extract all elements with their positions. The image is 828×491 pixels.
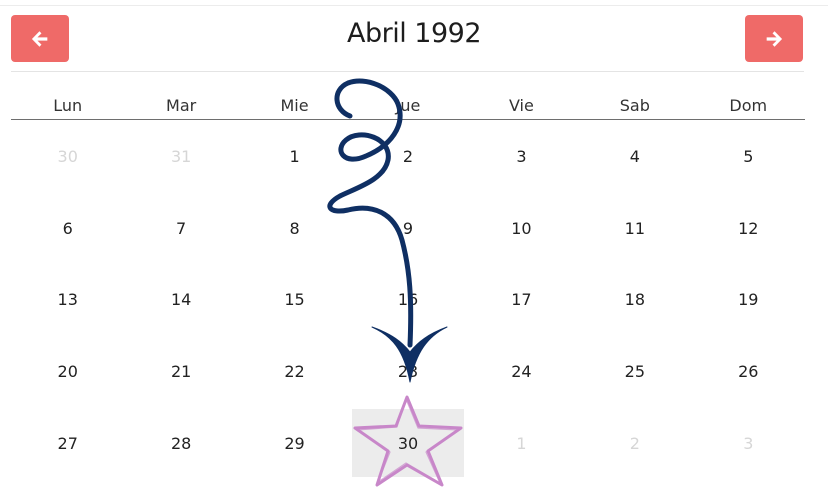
day-cell[interactable]: 8 xyxy=(289,218,300,238)
arrow-right-icon xyxy=(766,30,783,47)
day-cell[interactable]: 7 xyxy=(176,218,187,238)
weekday-header: Lun Mar Mie Jue Vie Sab Dom xyxy=(11,92,805,120)
month-title: Abril 1992 xyxy=(346,18,482,49)
day-cell[interactable]: 2 xyxy=(402,147,414,167)
day-cell[interactable]: 9 xyxy=(402,218,414,238)
day-cell[interactable]: 28 xyxy=(170,433,192,453)
weekday-vie: Vie xyxy=(508,96,534,115)
day-cell[interactable]: 29 xyxy=(284,433,305,453)
day-cell-outside[interactable]: 1 xyxy=(516,433,527,453)
weekday-jue: Jue xyxy=(395,96,421,115)
header-separator xyxy=(11,71,804,72)
weekday-mie: Mie xyxy=(280,96,309,115)
weekday-lun: Lun xyxy=(53,96,83,115)
day-cell-outside[interactable]: 2 xyxy=(629,433,640,453)
weekday-sab: Sab xyxy=(619,96,650,115)
day-cell[interactable]: 24 xyxy=(511,362,532,382)
day-cell[interactable]: 11 xyxy=(624,218,646,238)
day-cell-outside[interactable]: 3 xyxy=(743,433,754,453)
day-cell[interactable]: 12 xyxy=(738,218,759,238)
day-cell[interactable]: 25 xyxy=(624,362,646,382)
day-cell[interactable]: 3 xyxy=(516,147,527,167)
day-cell[interactable]: 5 xyxy=(743,147,754,167)
calendar-grid: 30 31 1 2 3 4 5 6 7 8 9 10 11 12 13 14 15 16 17 18 19 20 21 22 2… xyxy=(11,121,805,479)
day-cell[interactable]: 27 xyxy=(57,433,78,453)
day-cell-selected[interactable]: 30 xyxy=(351,407,465,479)
day-cell-outside[interactable]: 30 xyxy=(57,147,78,167)
weekday-underline xyxy=(11,119,805,120)
day-cell[interactable]: 18 xyxy=(624,290,646,310)
day-cell[interactable]: 20 xyxy=(57,362,78,382)
day-cell[interactable]: 26 xyxy=(738,362,759,382)
day-cell[interactable]: 15 xyxy=(284,290,305,310)
day-cell[interactable]: 17 xyxy=(511,290,532,310)
day-cell[interactable]: 13 xyxy=(57,290,78,310)
day-cell[interactable]: 16 xyxy=(397,290,419,310)
day-cell[interactable]: 6 xyxy=(62,218,73,238)
day-cell[interactable]: 19 xyxy=(738,290,759,310)
weekday-dom: Dom xyxy=(729,96,768,115)
day-cell[interactable]: 10 xyxy=(511,218,532,238)
day-cell[interactable]: 4 xyxy=(629,147,640,167)
day-cell[interactable]: 14 xyxy=(170,290,192,310)
day-cell-outside[interactable]: 31 xyxy=(170,147,192,167)
day-cell[interactable]: 23 xyxy=(397,362,419,382)
day-cell[interactable]: 22 xyxy=(284,362,305,382)
prev-month-button[interactable] xyxy=(11,15,69,62)
day-cell[interactable]: 21 xyxy=(170,362,192,382)
next-month-button[interactable] xyxy=(745,15,803,62)
day-cell[interactable]: 1 xyxy=(289,147,300,167)
arrow-left-icon xyxy=(31,30,48,47)
top-border xyxy=(0,5,828,6)
weekday-mar: Mar xyxy=(166,96,197,115)
